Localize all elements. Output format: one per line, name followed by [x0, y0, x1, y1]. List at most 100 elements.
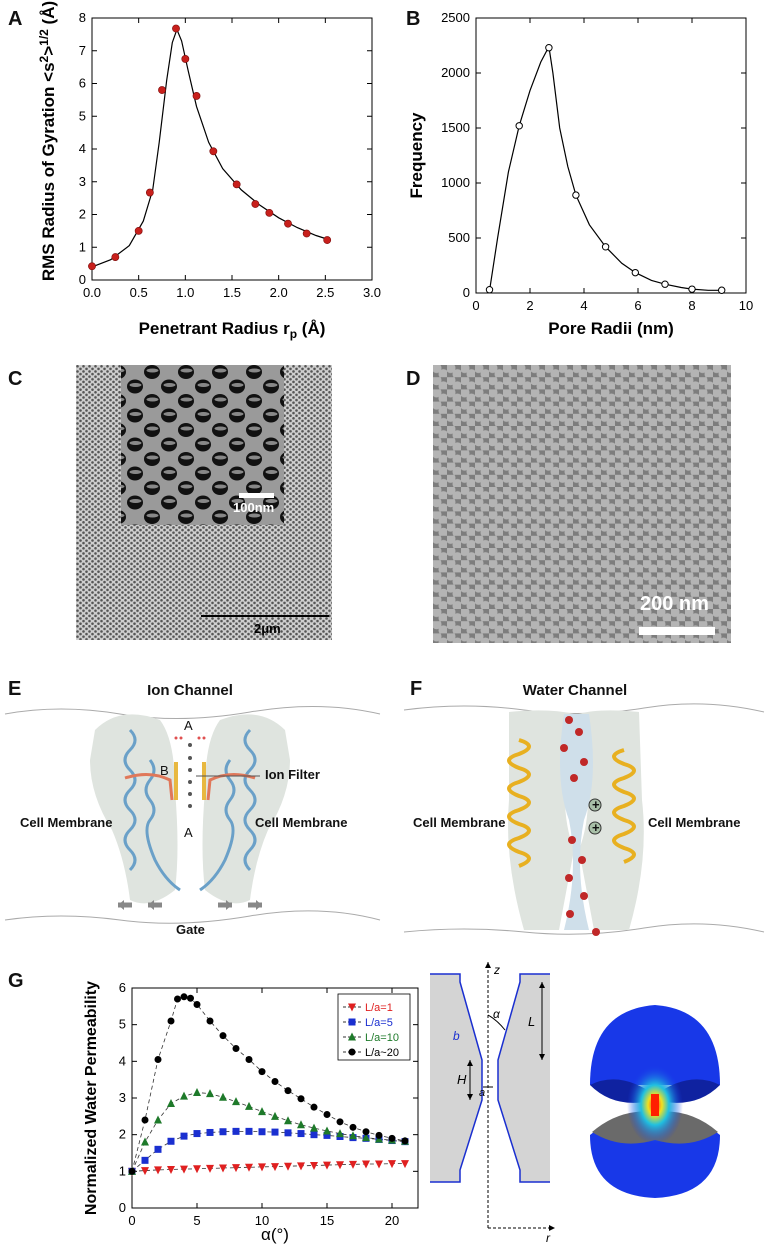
data-point-g — [362, 1133, 370, 1142]
x-tick-label: 10 — [255, 1213, 269, 1228]
data-point-g — [258, 1128, 266, 1136]
data-point-g — [323, 1131, 331, 1139]
pore-schematic: b z α L H a r — [430, 962, 555, 1245]
data-point-g — [388, 1134, 396, 1142]
ion-channel-diagram — [4, 706, 381, 924]
y-tick-label: 5 — [79, 108, 86, 123]
site-b: B — [160, 763, 169, 778]
panel-letter-f: F — [410, 678, 423, 700]
data-point-b — [631, 268, 640, 277]
plot-frame — [475, 17, 747, 294]
data-point-g — [141, 1116, 149, 1124]
panel-letter-g: G — [8, 970, 24, 992]
x-tick-label: 4 — [580, 298, 587, 313]
y-tick-label: 2 — [79, 207, 86, 222]
y-tick-label: 6 — [79, 76, 86, 91]
data-point-b — [688, 285, 696, 293]
data-point-g — [348, 1048, 356, 1056]
x-tick-label: 15 — [320, 1213, 334, 1228]
data-point-g — [193, 1088, 201, 1096]
data-point-g — [401, 1137, 409, 1145]
data-point-g — [271, 1078, 279, 1085]
data-point-g — [375, 1131, 383, 1139]
data-point-g — [128, 1167, 136, 1175]
data-point-g — [219, 1128, 227, 1136]
charge-symbol-2: + — [592, 820, 600, 835]
data-point-a — [172, 24, 180, 33]
cell-membrane-label-right-f: Cell Membrane — [648, 815, 741, 830]
data-point-g — [167, 1137, 175, 1145]
data-point-a — [134, 226, 143, 235]
y-axis-label-b: Frequency — [407, 112, 426, 199]
y-tick-label: 0 — [463, 285, 470, 300]
legend-label: L/a=10 — [365, 1032, 399, 1044]
schematic-l-label: L — [528, 1014, 535, 1029]
series-line-g — [131, 1163, 405, 1172]
ion-channel-title: Ion Channel — [147, 682, 233, 699]
legend-label: L/a~20 — [365, 1047, 399, 1059]
x-tick-label: 10 — [739, 298, 753, 313]
x-tick-label: 3.0 — [363, 285, 381, 300]
legend-label: L/a=1 — [365, 1002, 393, 1014]
y-tick-label: 8 — [79, 10, 86, 25]
inset-scale-label: 100nm — [233, 500, 275, 515]
x-tick-label: 8 — [688, 298, 695, 313]
data-point-g — [297, 1130, 305, 1138]
data-point-g — [180, 1132, 188, 1140]
charge-symbol-1: + — [592, 797, 600, 812]
x-axis-label-g: α(°) — [261, 1225, 289, 1244]
data-point-g — [232, 1127, 240, 1135]
data-point-g — [271, 1163, 279, 1172]
data-point-g — [180, 1091, 188, 1100]
data-point-g — [258, 1163, 266, 1172]
data-point-g — [141, 1137, 149, 1146]
data-point-g — [310, 1103, 318, 1111]
ion-filter-label: Ion Filter — [265, 767, 320, 782]
legend-label: L/a=5 — [365, 1017, 393, 1029]
data-point-b — [485, 286, 494, 294]
y-tick-label: 2000 — [441, 65, 470, 80]
y-tick-label: 3 — [79, 174, 86, 189]
data-point-g — [297, 1095, 305, 1103]
data-point-g — [348, 1003, 356, 1012]
y-tick-label: 4 — [119, 1053, 126, 1068]
data-point-g — [245, 1056, 253, 1063]
data-point-g — [245, 1127, 253, 1135]
data-point-g — [362, 1160, 370, 1169]
site-a-top: A — [184, 718, 193, 733]
data-point-g — [167, 1017, 175, 1025]
data-point-g — [206, 1128, 214, 1136]
data-point-g — [271, 1111, 279, 1120]
y-axis-label-g: Normalized Water Permeability — [83, 981, 100, 1215]
data-point-g — [206, 1089, 214, 1098]
data-point-g — [174, 995, 181, 1003]
data-point-g — [180, 1165, 188, 1174]
data-point-b — [661, 280, 669, 288]
schematic-alpha-label: α — [493, 1007, 501, 1021]
data-point-b — [545, 44, 553, 52]
x-tick-label: 1.5 — [223, 285, 241, 300]
data-point-a — [158, 86, 166, 94]
data-point-g — [336, 1161, 344, 1170]
chart-a: 0.0 0.5 1.0 1.5 2.0 2.5 3.0 0 1 2 3 4 5 6 7 8 Penetrant … — [37, 1, 381, 341]
y-tick-label: 5 — [119, 1017, 126, 1032]
series-line-g — [131, 1092, 406, 1172]
y-tick-label: 2 — [119, 1127, 126, 1142]
x-tick-label: 2.0 — [270, 285, 288, 300]
x-tick-label: 1.0 — [176, 285, 194, 300]
x-tick-label: 20 — [385, 1213, 399, 1228]
data-point-a — [209, 147, 218, 156]
data-point-g — [323, 1111, 331, 1118]
y-tick-label: 0 — [119, 1200, 126, 1215]
x-tick-label: 0 — [472, 298, 479, 313]
y-tick-label: 1 — [119, 1163, 126, 1178]
data-point-g — [362, 1128, 370, 1136]
chart-b: 0 2 4 6 8 10 0 500 1000 1500 2000 2500 Pore Radii (n… — [407, 10, 753, 338]
data-point-a — [232, 180, 241, 189]
site-a-bottom: A — [184, 825, 193, 840]
water-channel-title: Water Channel — [522, 682, 628, 699]
data-point-g — [310, 1123, 318, 1132]
data-point-g — [284, 1116, 292, 1125]
data-point-g — [141, 1167, 149, 1176]
main-scale-label: 2μm — [254, 621, 281, 636]
